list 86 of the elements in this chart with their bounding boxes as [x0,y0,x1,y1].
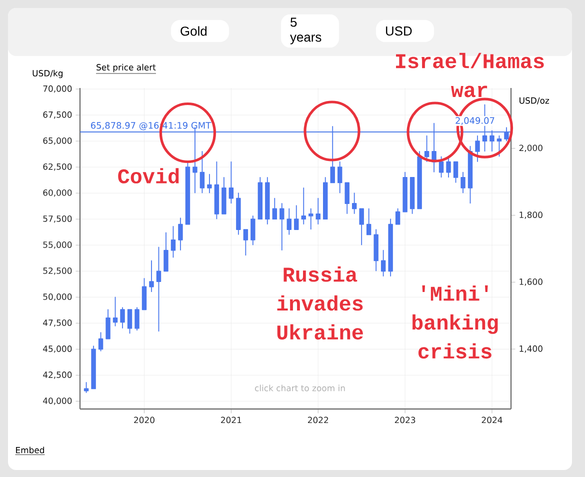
candlestick [98,332,104,352]
y-tick-label: 62,500 [43,163,72,171]
candlestick [294,205,299,230]
candlestick [453,161,458,184]
y-tick-label: 52,500 [43,268,72,275]
candlestick [402,172,408,212]
y2-tick-label: 1,600 [520,278,542,286]
candlestick [337,161,342,194]
candlestick [222,177,226,214]
candlestick [504,127,509,142]
candlestick [250,216,256,246]
annotation: Covid [118,168,179,184]
candlestick [490,130,494,152]
text: Embed [16,446,44,454]
candlestick [280,203,284,251]
candlestick [308,208,314,230]
candlestick [316,198,320,225]
candlestick [265,177,270,225]
candlestick [258,177,263,220]
candlestick [127,309,132,334]
y-tick-label: 40,000 [43,398,72,405]
y-tick-label: 55,000 [43,241,72,249]
text: USD [386,26,412,36]
candlestick [286,208,292,236]
y-tick-label: 60,000 [43,189,72,197]
y2-tick-label: 1,800 [520,212,542,219]
candlestick [496,135,502,158]
candlestick [91,346,96,390]
candlestick [359,208,364,246]
candlestick [207,174,212,194]
y2-tick-label: 1,400 [520,345,542,353]
candlestick [170,226,176,258]
x-tick-label: 2022 [308,416,328,424]
candlestick [272,198,278,220]
candlestick [156,246,162,332]
x-tick-label: 2020 [134,416,154,424]
candlestick [106,309,110,340]
candlestick [395,208,400,225]
y-tick-label: 45,000 [43,346,72,353]
x-tick-label: 2023 [394,416,416,424]
candlestick [446,156,451,178]
candlestick [475,135,480,162]
candlestick [388,218,393,277]
annotation: 2,049.07 [456,117,494,125]
candlestick [164,232,168,272]
candlestick [236,192,241,236]
annotation: 'Mini' banking crisis [412,285,498,359]
y-tick-label: 65,000 [43,137,72,145]
candlestick [301,187,306,225]
candlestick [149,260,154,292]
candlestick [344,182,350,214]
text: 5 years [290,18,322,44]
candlestick [192,127,198,194]
y-tick-label: 70,000 [43,85,72,93]
candlestick [323,177,328,220]
candlestick [460,172,466,194]
y-tick-label: 57,500 [43,215,72,223]
candlestick [380,250,386,277]
y2-axis-title: USD/oz [520,97,550,104]
candlestick [366,208,372,236]
annotation: Israel/Hamas war [396,52,544,98]
text: Set price alert [96,64,156,72]
annotation: Russia invades Ukraine [277,266,363,340]
candlestick [185,161,190,225]
annotation: click chart to zoom in [254,384,345,392]
candlestick [134,307,140,331]
candlestick [352,192,357,214]
candlestick [214,161,220,220]
candlestick [410,177,415,214]
y-tick-label: 50,000 [43,294,72,301]
y2-tick-label: 2,000 [519,144,542,152]
x-tick-label: 2024 [482,416,502,424]
x-tick-label: 2021 [221,416,242,424]
candlestick [228,161,234,204]
candlestick [417,151,422,210]
text: Gold [180,26,207,36]
candlestick [330,126,335,184]
y-tick-label: 67,500 [43,111,72,119]
y-tick-label: 47,500 [43,320,72,327]
candlestick [142,278,147,310]
candlestick [243,229,248,256]
candlestick [120,307,125,329]
y-tick-label: 42,500 [43,372,72,379]
candlestick [374,229,378,272]
y-axis-title: USD/kg [32,70,63,78]
candlestick [178,218,183,251]
